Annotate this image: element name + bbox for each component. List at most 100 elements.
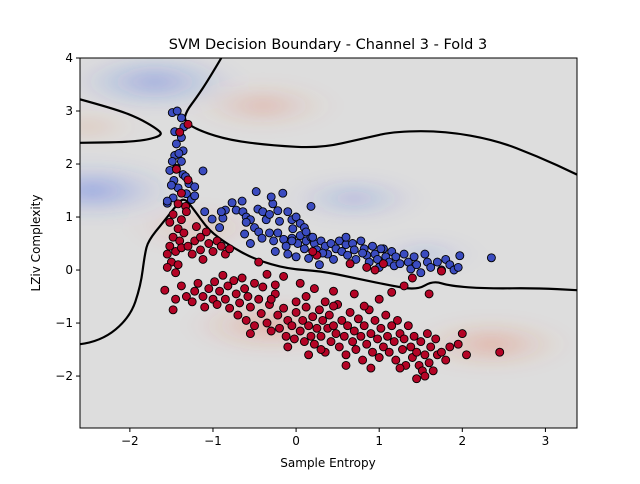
class-1-point-137: [412, 347, 422, 357]
class-1-point-122: [381, 310, 391, 320]
class-1-point-131: [399, 334, 409, 344]
class-1-point-83: [299, 337, 309, 347]
class-1-point-85: [304, 321, 314, 331]
class-1-point-136: [409, 331, 419, 341]
class-1-point-188: [301, 292, 311, 301]
class-1-point-0: [175, 127, 185, 137]
class-1-point-60: [240, 284, 250, 294]
class-0-point-8: [176, 156, 186, 166]
class-0-point-59: [265, 228, 274, 238]
class-1-point-2: [171, 164, 181, 174]
class-0-point-98: [391, 252, 401, 262]
class-1-point-175: [245, 329, 255, 339]
class-0-point-83: [349, 245, 359, 255]
class-0-point-105: [416, 268, 426, 278]
class-1-point-139: [416, 337, 426, 347]
class-1-point-44: [198, 292, 208, 301]
class-1-point-100: [334, 342, 344, 352]
class-1-point-159: [309, 284, 319, 294]
y-tick-label: 1: [65, 210, 73, 224]
class-0-point-1: [172, 106, 182, 116]
class-1-point-148: [437, 347, 446, 357]
class-1-point-104: [343, 321, 353, 331]
class-1-point-7: [176, 215, 186, 225]
class-1-point-180: [395, 363, 405, 373]
class-1-point-101: [337, 315, 347, 325]
class-0-point-100: [399, 249, 409, 259]
class-1-point-105: [345, 307, 355, 317]
class-1-point-171: [437, 266, 446, 276]
class-1-point-113: [362, 339, 372, 349]
class-1-point-80: [291, 307, 301, 317]
class-1-point-156: [262, 269, 272, 279]
class-1-point-46: [204, 284, 214, 294]
class-1-point-65: [250, 321, 259, 331]
class-1-point-189: [270, 280, 280, 290]
y-tick-label: 4: [65, 51, 73, 65]
surface-blob-red-4: [251, 101, 274, 110]
class-1-point-183: [316, 345, 326, 354]
class-1-point-61: [241, 315, 251, 325]
class-0-point-128: [291, 252, 301, 262]
class-1-point-91: [316, 331, 326, 341]
class-1-point-12: [168, 232, 178, 242]
surface-blob-blue-1: [80, 185, 107, 196]
class-0-point-106: [420, 249, 430, 259]
class-1-point-95: [324, 310, 334, 320]
decision-surface: [80, 59, 541, 362]
class-0-point-2: [176, 113, 186, 123]
class-1-point-133: [403, 321, 413, 331]
class-0-point-125: [376, 244, 386, 254]
x-tick-label: 0: [292, 434, 300, 448]
class-1-point-124: [384, 347, 394, 357]
class-1-point-92: [318, 315, 328, 325]
class-1-point-130: [398, 345, 407, 354]
class-1-point-153: [462, 350, 471, 360]
class-1-point-117: [370, 315, 380, 325]
class-1-point-170: [424, 289, 434, 299]
class-1-point-73: [273, 310, 283, 320]
class-1-point-146: [431, 334, 441, 344]
class-1-point-59: [237, 273, 247, 283]
class-1-point-20: [162, 262, 172, 272]
class-1-point-87: [308, 312, 318, 322]
y-tick-label: 0: [65, 263, 73, 277]
class-0-point-61: [273, 228, 283, 238]
class-1-point-51: [218, 270, 228, 280]
plot-frame: [79, 57, 578, 429]
class-0-point-89: [368, 241, 377, 251]
class-0-point-26: [162, 196, 172, 206]
class-0-point-24: [198, 166, 208, 176]
class-0-point-124: [358, 248, 368, 258]
class-0-point-20: [166, 180, 176, 190]
class-1-point-162: [374, 294, 384, 304]
class-0-point-58: [257, 233, 267, 243]
class-1-point-35: [225, 244, 235, 254]
class-1-point-3: [176, 188, 186, 198]
class-1-point-36: [160, 285, 170, 295]
class-1-point-6: [181, 207, 191, 217]
y-tick-label: −1: [55, 316, 73, 330]
class-1-point-172: [308, 247, 318, 256]
class-1-point-128: [393, 315, 402, 325]
class-0-point-131: [287, 236, 297, 246]
class-1-point-160: [329, 286, 338, 296]
class-1-point-71: [266, 326, 276, 336]
class-1-point-102: [339, 331, 349, 341]
class-1-point-88: [309, 339, 319, 349]
class-1-point-97: [329, 321, 338, 331]
class-1-point-54: [225, 303, 235, 313]
x-tick-label: 2: [458, 434, 466, 448]
class-1-point-14: [165, 241, 175, 251]
class-1-point-76: [281, 331, 291, 341]
class-0-point-129: [304, 253, 314, 263]
class-1-point-142: [422, 329, 432, 339]
class-0-point-118: [237, 196, 247, 206]
class-1-point-176: [283, 342, 293, 352]
class-0-point-60: [269, 236, 279, 246]
class-1-point-67: [256, 309, 266, 318]
class-0-point-130: [314, 260, 324, 270]
class-1-point-48: [210, 277, 220, 287]
class-0-point-44: [273, 206, 283, 216]
